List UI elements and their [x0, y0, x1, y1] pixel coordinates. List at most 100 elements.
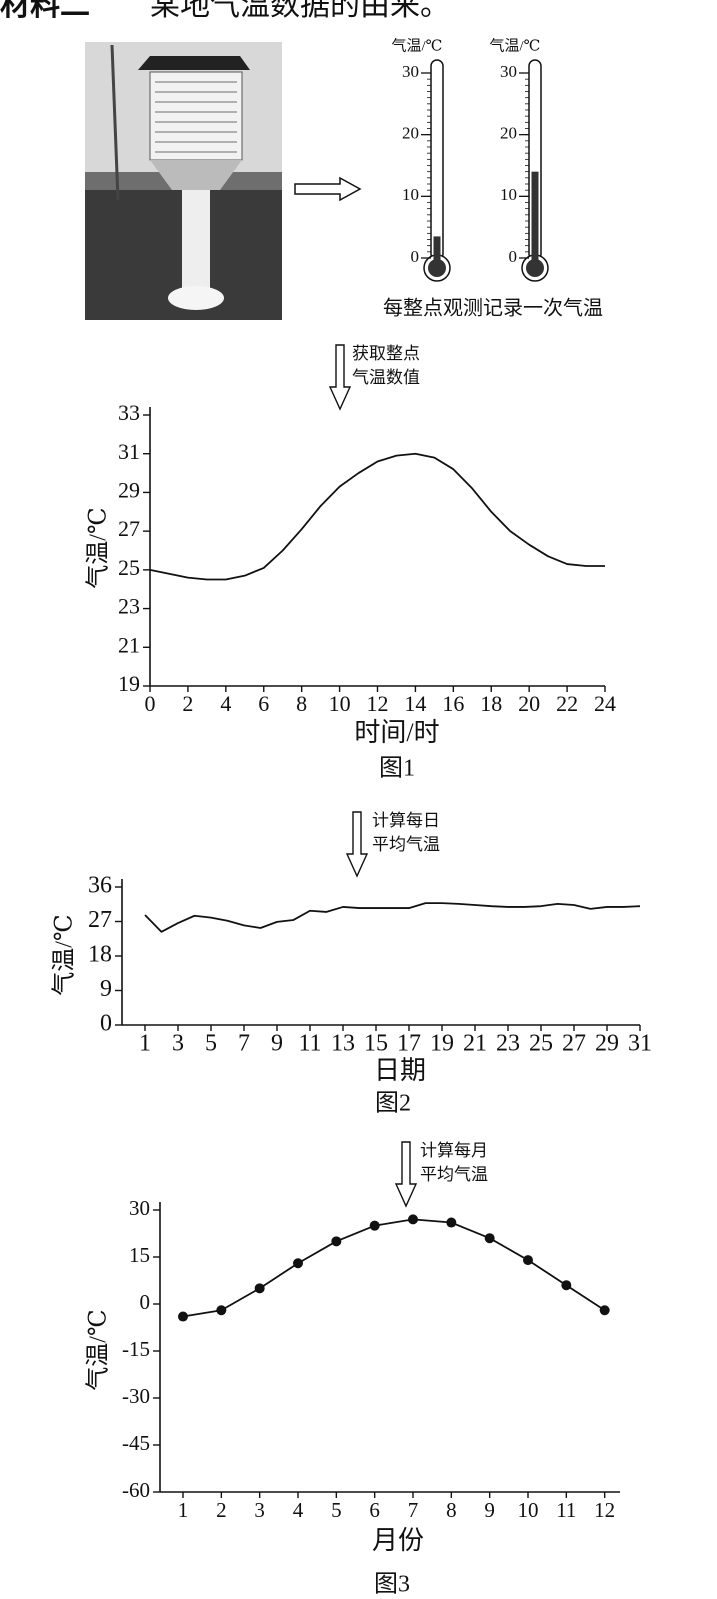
thermometer-tick-label: 20: [402, 124, 419, 143]
x-axis-label: 月份: [372, 1526, 424, 1555]
thermometer-label: 气温/℃: [392, 37, 443, 54]
down-arrow: [345, 811, 369, 878]
x-tick-label: 3: [172, 1031, 184, 1057]
data-line: [182, 1218, 606, 1318]
arrow-label: 计算每日: [372, 811, 440, 830]
x-tick-label: 22: [556, 691, 578, 716]
heading-text: 某地气温数据的由来。: [150, 0, 450, 22]
x-tick-label: 10: [518, 1498, 539, 1522]
arrow-label: 平均气温: [372, 835, 440, 854]
x-tick-label: 13: [331, 1031, 355, 1057]
data-point: [599, 1305, 610, 1316]
y-tick-label: 30: [129, 1196, 150, 1220]
right-arrow: [294, 176, 362, 202]
x-tick-label: 10: [329, 691, 351, 716]
thermometer-caption: 每整点观测记录一次气温: [383, 297, 603, 320]
data-point: [254, 1283, 265, 1294]
photo: [85, 42, 282, 320]
data-point: [523, 1255, 533, 1266]
data-point: [178, 1311, 188, 1322]
data-point: [331, 1236, 342, 1247]
data-point: [408, 1214, 418, 1225]
x-tick-label: 6: [369, 1498, 380, 1522]
data-line: [149, 452, 605, 581]
thermometer-column: [531, 171, 539, 262]
x-tick-label: 8: [296, 691, 307, 716]
x-tick-label: 9: [271, 1031, 283, 1057]
x-tick-label: 7: [408, 1498, 419, 1522]
y-tick-label: 15: [129, 1243, 150, 1267]
y-tick-label: 19: [118, 671, 140, 696]
y-tick-label: -30: [122, 1384, 150, 1408]
thermometer-bulb-fill: [428, 259, 446, 277]
arrow-label: 平均气温: [420, 1165, 488, 1184]
thermometer-tick-label: 10: [402, 185, 419, 204]
x-tick-label: 12: [367, 691, 389, 716]
data-point: [216, 1305, 227, 1316]
data-point: [484, 1233, 495, 1244]
y-axis-label: 气温/℃: [85, 507, 112, 589]
y-tick-label: 0: [140, 1290, 151, 1314]
y-tick-label: -15: [122, 1337, 150, 1361]
x-tick-label: 15: [364, 1031, 388, 1057]
x-tick-label: 20: [518, 691, 540, 716]
x-tick-label: 6: [258, 691, 269, 716]
x-tick-label: 4: [293, 1498, 304, 1522]
thermometer-label: 气温/℃: [490, 37, 541, 54]
x-axis-label: 日期: [374, 1056, 426, 1085]
y-tick-label: 25: [118, 555, 140, 580]
down-arrow: [394, 1141, 418, 1208]
x-tick-label: 1: [139, 1031, 151, 1057]
x-tick-label: 31: [628, 1031, 652, 1057]
data-point: [446, 1217, 457, 1228]
data-line: [144, 902, 641, 933]
thermometer-tick-label: 10: [500, 185, 517, 204]
thermometer-tick-label: 0: [509, 247, 518, 266]
x-tick-label: 14: [404, 691, 426, 716]
y-tick-label: 18: [88, 942, 112, 968]
figure-caption: 图2: [375, 1091, 411, 1117]
figure-caption: 图1: [379, 756, 415, 782]
x-tick-label: 8: [446, 1498, 457, 1522]
y-tick-label: 31: [118, 439, 140, 464]
heading-label: 材料二: [0, 0, 90, 22]
y-axis-label: 气温/℃: [51, 914, 78, 996]
data-point: [561, 1280, 572, 1291]
x-tick-label: 4: [220, 691, 231, 716]
x-tick-label: 5: [205, 1031, 217, 1057]
x-tick-label: 11: [556, 1498, 576, 1522]
thermometer-tick-label: 20: [500, 124, 517, 143]
x-tick-label: 11: [298, 1031, 321, 1057]
arrow-label: 气温数值: [352, 368, 420, 387]
x-tick-label: 7: [238, 1031, 250, 1057]
x-tick-label: 9: [484, 1498, 495, 1522]
y-tick-label: 36: [88, 873, 112, 899]
thermometer-tick-label: 30: [500, 62, 517, 81]
y-tick-label: -45: [122, 1431, 150, 1455]
x-tick-label: 2: [182, 691, 193, 716]
x-tick-label: 3: [254, 1498, 265, 1522]
x-tick-label: 27: [562, 1031, 586, 1057]
x-tick-label: 2: [216, 1498, 227, 1522]
x-tick-label: 12: [594, 1498, 615, 1522]
x-tick-label: 21: [463, 1031, 487, 1057]
y-tick-label: -60: [122, 1478, 150, 1502]
thermometer-column: [433, 236, 441, 262]
data-point: [293, 1258, 303, 1269]
y-tick-label: 23: [118, 594, 140, 619]
x-tick-label: 24: [594, 691, 616, 716]
x-tick-label: 1: [178, 1498, 189, 1522]
y-tick-label: 29: [118, 477, 140, 502]
data-point: [369, 1220, 380, 1231]
figure-caption: 图3: [374, 1572, 410, 1598]
thermometer-tick-label: 0: [411, 247, 420, 266]
x-tick-label: 0: [145, 691, 156, 716]
arrow-label: 获取整点: [352, 344, 420, 363]
x-tick-label: 25: [529, 1031, 553, 1057]
x-tick-label: 5: [331, 1498, 342, 1522]
y-tick-label: 0: [100, 1011, 112, 1037]
x-tick-label: 19: [430, 1031, 454, 1057]
thermometer-bulb-fill: [526, 259, 544, 277]
x-tick-label: 29: [595, 1031, 619, 1057]
